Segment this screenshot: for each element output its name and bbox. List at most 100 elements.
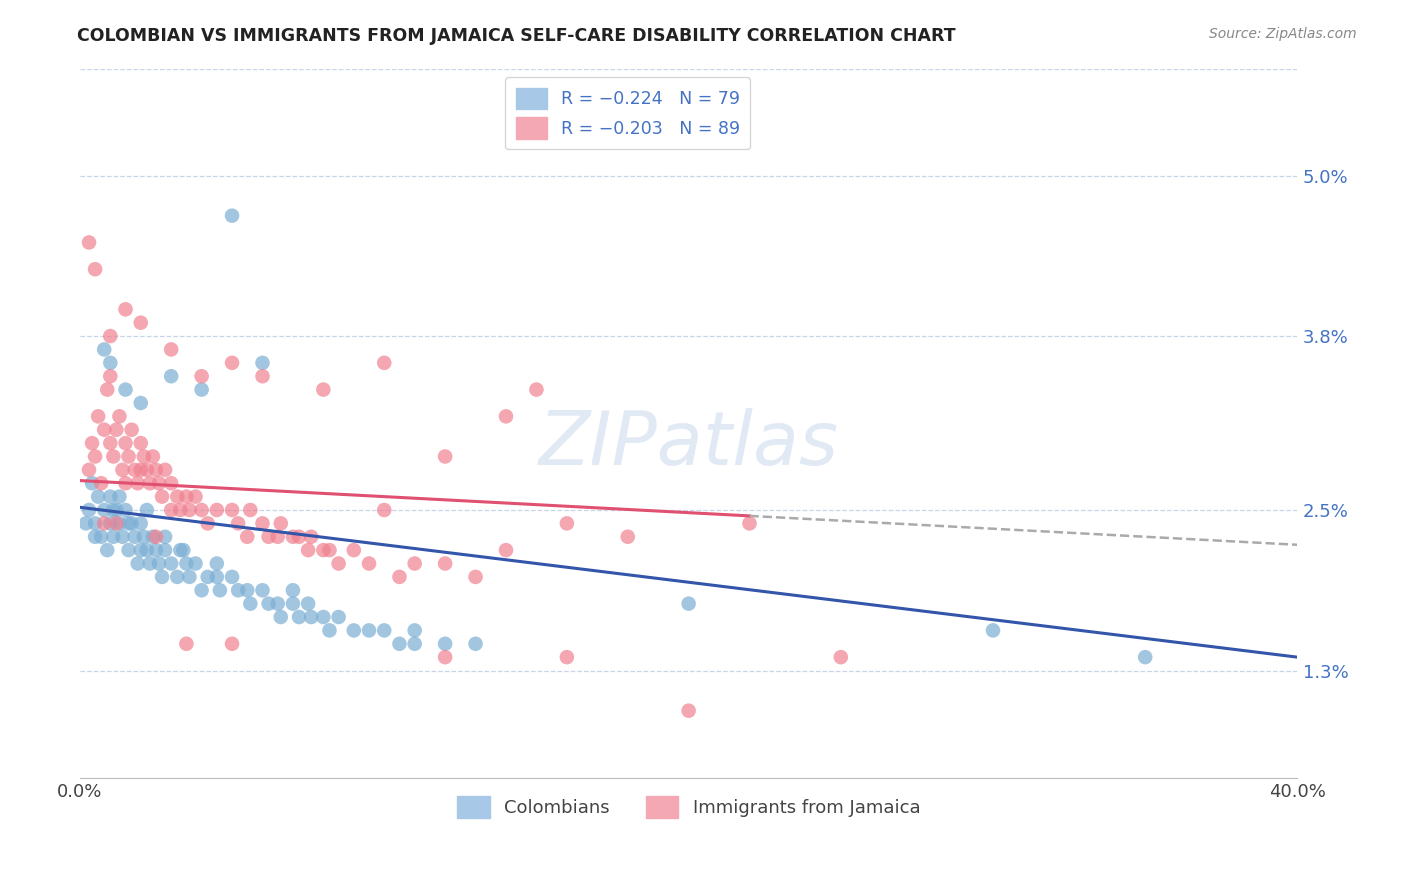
Point (105, 503, 128, 517)
Point (121, 516, 143, 531)
Point (87, 409, 110, 424)
Point (495, 543, 517, 558)
Point (108, 516, 131, 531)
Point (172, 543, 194, 558)
Point (288, 530, 311, 544)
Point (388, 637, 411, 651)
Point (153, 543, 176, 558)
Point (1135, 650, 1157, 665)
Point (616, 530, 638, 544)
Point (373, 356, 395, 370)
Point (328, 610, 350, 624)
Point (160, 369, 183, 384)
Point (117, 543, 139, 558)
Point (148, 557, 170, 571)
Point (160, 557, 183, 571)
Point (166, 570, 188, 584)
Point (434, 450, 457, 464)
Point (373, 624, 395, 638)
Point (169, 503, 191, 517)
Point (281, 530, 304, 544)
Point (318, 624, 340, 638)
Point (103, 450, 125, 464)
Point (132, 530, 155, 544)
Point (404, 637, 426, 651)
Point (226, 583, 249, 598)
Point (281, 597, 304, 611)
Point (495, 409, 517, 424)
Point (98, 356, 121, 370)
Point (226, 516, 249, 531)
Point (678, 597, 700, 611)
Point (84, 262, 107, 277)
Point (139, 557, 162, 571)
Point (121, 423, 143, 437)
Point (252, 583, 274, 598)
Point (129, 316, 152, 330)
Point (184, 490, 207, 504)
Point (145, 543, 167, 558)
Point (77, 503, 100, 517)
Point (139, 476, 162, 491)
Point (257, 530, 280, 544)
Point (80, 436, 103, 450)
Point (205, 503, 228, 517)
Point (270, 610, 292, 624)
Point (208, 583, 231, 598)
Point (434, 650, 457, 665)
Point (129, 543, 152, 558)
Point (464, 570, 486, 584)
Point (166, 490, 188, 504)
Point (75, 516, 97, 531)
Point (176, 490, 198, 504)
Point (312, 383, 335, 397)
Point (179, 503, 201, 517)
Point (114, 383, 136, 397)
Point (93, 343, 115, 357)
Point (404, 557, 426, 571)
Point (221, 209, 243, 223)
Point (93, 423, 115, 437)
Point (114, 503, 136, 517)
Point (239, 597, 262, 611)
Text: Source: ZipAtlas.com: Source: ZipAtlas.com (1209, 27, 1357, 41)
Point (98, 516, 121, 531)
Point (197, 570, 219, 584)
Point (160, 343, 183, 357)
Point (236, 583, 259, 598)
Point (318, 543, 340, 558)
Point (357, 557, 380, 571)
Point (84, 450, 107, 464)
Point (103, 503, 125, 517)
Point (124, 463, 146, 477)
Point (343, 543, 366, 558)
Point (176, 637, 198, 651)
Point (84, 530, 107, 544)
Point (96, 543, 118, 558)
Point (148, 476, 170, 491)
Point (388, 570, 411, 584)
Point (142, 530, 165, 544)
Point (221, 503, 243, 517)
Point (190, 369, 212, 384)
Point (135, 543, 157, 558)
Point (145, 530, 167, 544)
Point (190, 383, 212, 397)
Point (270, 516, 292, 531)
Point (252, 369, 274, 384)
Point (738, 516, 761, 531)
Point (108, 490, 131, 504)
Point (153, 530, 176, 544)
Point (98, 490, 121, 504)
Point (150, 570, 173, 584)
Point (221, 356, 243, 370)
Point (176, 557, 198, 571)
Point (98, 329, 121, 343)
Point (111, 463, 134, 477)
Point (357, 624, 380, 638)
Point (98, 369, 121, 384)
Point (105, 516, 128, 531)
Point (93, 503, 115, 517)
Point (108, 409, 131, 424)
Point (117, 450, 139, 464)
